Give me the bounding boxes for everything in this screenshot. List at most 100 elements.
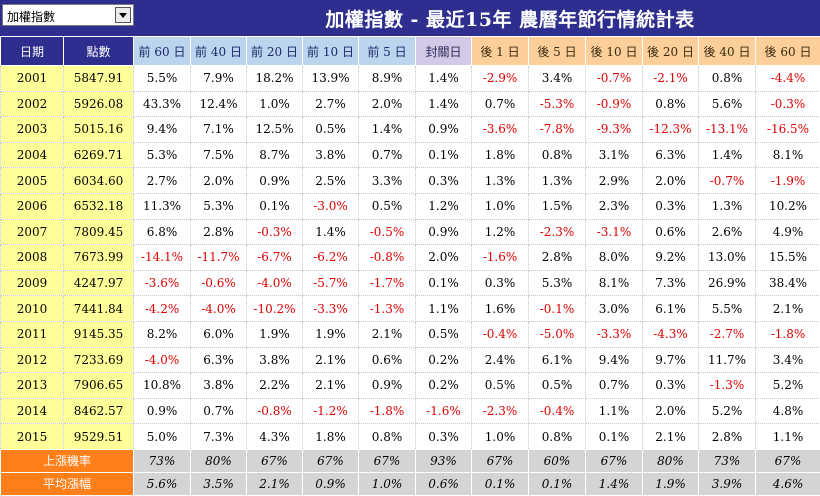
year-cell: 2011 bbox=[1, 321, 64, 347]
value-cell: -0.9% bbox=[586, 91, 643, 117]
value-cell: -4.2% bbox=[134, 296, 191, 322]
year-cell: 2007 bbox=[1, 219, 64, 245]
points-cell: 7809.45 bbox=[64, 219, 134, 245]
index-selector[interactable]: 加權指數 bbox=[2, 4, 134, 26]
year-cell: 2008 bbox=[1, 245, 64, 271]
value-cell: 2.1% bbox=[359, 321, 416, 347]
value-cell: 6.8% bbox=[134, 219, 191, 245]
value-cell: -1.3% bbox=[699, 373, 756, 399]
value-cell: 8.0% bbox=[586, 245, 643, 271]
value-cell: 1.9% bbox=[247, 321, 303, 347]
value-cell: 1.8% bbox=[472, 142, 529, 168]
value-cell: 1.8% bbox=[303, 424, 359, 450]
value-cell: -4.3% bbox=[643, 321, 699, 347]
dropdown-button[interactable] bbox=[115, 7, 131, 23]
summary-label: 平均漲幅 bbox=[1, 472, 134, 495]
value-cell: 2.7% bbox=[303, 91, 359, 117]
value-cell: 0.8% bbox=[643, 91, 699, 117]
value-cell: 2.0% bbox=[643, 398, 699, 424]
value-cell: -2.7% bbox=[699, 321, 756, 347]
value-cell: 9.2% bbox=[643, 245, 699, 271]
points-cell: 6532.18 bbox=[64, 193, 134, 219]
value-cell: -3.6% bbox=[134, 270, 191, 296]
value-cell: 0.1% bbox=[416, 142, 472, 168]
summary-value: 1.0% bbox=[359, 472, 416, 495]
value-cell: 4.8% bbox=[756, 398, 820, 424]
value-cell: -13.1% bbox=[699, 117, 756, 143]
summary-value: 73% bbox=[134, 449, 191, 472]
value-cell: -4.0% bbox=[247, 270, 303, 296]
year-cell: 2009 bbox=[1, 270, 64, 296]
value-cell: 11.7% bbox=[699, 347, 756, 373]
value-cell: 0.7% bbox=[586, 373, 643, 399]
value-cell: 18.2% bbox=[247, 66, 303, 92]
value-cell: 26.9% bbox=[699, 270, 756, 296]
value-cell: 5.0% bbox=[134, 424, 191, 450]
value-cell: 5.2% bbox=[756, 373, 820, 399]
value-cell: 38.4% bbox=[756, 270, 820, 296]
year-cell: 2013 bbox=[1, 373, 64, 399]
value-cell: 7.3% bbox=[643, 270, 699, 296]
value-cell: 8.1% bbox=[756, 142, 820, 168]
value-cell: 0.9% bbox=[416, 117, 472, 143]
year-cell: 2004 bbox=[1, 142, 64, 168]
value-cell: 0.6% bbox=[359, 347, 416, 373]
value-cell: -5.7% bbox=[303, 270, 359, 296]
value-cell: 0.9% bbox=[359, 373, 416, 399]
value-cell: 0.7% bbox=[191, 398, 247, 424]
value-cell: 6.3% bbox=[643, 142, 699, 168]
value-cell: -0.1% bbox=[529, 296, 586, 322]
value-cell: 9.4% bbox=[134, 117, 191, 143]
value-cell: 0.1% bbox=[586, 424, 643, 450]
value-cell: -0.7% bbox=[699, 168, 756, 194]
points-cell: 7673.99 bbox=[64, 245, 134, 271]
value-cell: 8.1% bbox=[586, 270, 643, 296]
value-cell: -0.4% bbox=[472, 321, 529, 347]
value-cell: 2.1% bbox=[756, 296, 820, 322]
value-cell: -2.3% bbox=[529, 219, 586, 245]
value-cell: 5.3% bbox=[134, 142, 191, 168]
value-cell: 2.8% bbox=[699, 424, 756, 450]
value-cell: 1.5% bbox=[529, 193, 586, 219]
value-cell: 8.7% bbox=[247, 142, 303, 168]
value-cell: -0.3% bbox=[247, 219, 303, 245]
value-cell: 0.1% bbox=[247, 193, 303, 219]
value-cell: 3.8% bbox=[191, 373, 247, 399]
column-header: 前 10 日 bbox=[303, 37, 359, 66]
value-cell: -16.5% bbox=[756, 117, 820, 143]
value-cell: 0.6% bbox=[643, 219, 699, 245]
value-cell: 2.9% bbox=[586, 168, 643, 194]
value-cell: -2.3% bbox=[472, 398, 529, 424]
value-cell: 9.4% bbox=[586, 347, 643, 373]
column-header: 後 40 日 bbox=[699, 37, 756, 66]
value-cell: 1.0% bbox=[472, 193, 529, 219]
title-bar: 加權指數 加權指數 - 最近15年 農曆年節行情統計表 bbox=[0, 0, 820, 36]
summary-value: 0.6% bbox=[416, 472, 472, 495]
value-cell: 1.3% bbox=[699, 193, 756, 219]
value-cell: 0.9% bbox=[134, 398, 191, 424]
value-cell: 6.1% bbox=[529, 347, 586, 373]
value-cell: 5.2% bbox=[699, 398, 756, 424]
value-cell: 12.4% bbox=[191, 91, 247, 117]
value-cell: 13.9% bbox=[303, 66, 359, 92]
value-cell: -0.5% bbox=[359, 219, 416, 245]
value-cell: 2.1% bbox=[303, 373, 359, 399]
year-cell: 2010 bbox=[1, 296, 64, 322]
value-cell: 7.5% bbox=[191, 142, 247, 168]
year-cell: 2006 bbox=[1, 193, 64, 219]
value-cell: 5.5% bbox=[699, 296, 756, 322]
summary-value: 80% bbox=[643, 449, 699, 472]
points-cell: 9529.51 bbox=[64, 424, 134, 450]
column-header: 前 20 日 bbox=[247, 37, 303, 66]
points-cell: 7441.84 bbox=[64, 296, 134, 322]
value-cell: 2.0% bbox=[416, 245, 472, 271]
value-cell: 0.5% bbox=[359, 193, 416, 219]
value-cell: -0.8% bbox=[247, 398, 303, 424]
chevron-down-icon bbox=[119, 13, 127, 18]
value-cell: 2.8% bbox=[529, 245, 586, 271]
